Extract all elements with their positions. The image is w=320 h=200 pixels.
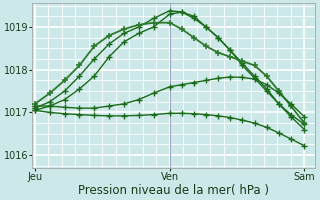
X-axis label: Pression niveau de la mer( hPa ): Pression niveau de la mer( hPa ) [78,184,269,197]
